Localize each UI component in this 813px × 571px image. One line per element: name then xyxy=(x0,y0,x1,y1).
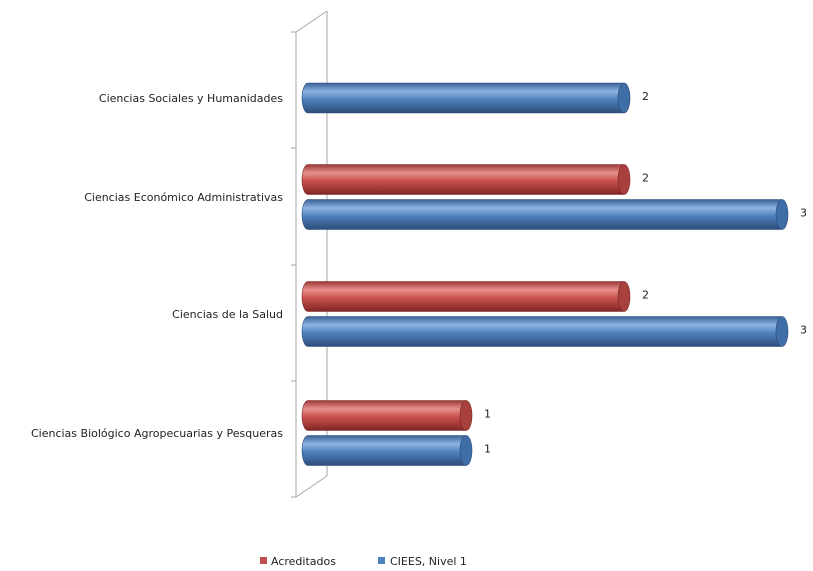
legend-swatch-acreditados xyxy=(260,557,267,564)
value-label-ciees-nivel-1-ciencias-biologico-agropecuarias-y-pesqueras: 1 xyxy=(484,443,491,456)
category-label-ciencias-economico-administrativas: Ciencias Económico Administrativas xyxy=(84,191,283,204)
value-label-acreditados-ciencias-biologico-agropecuarias-y-pesqueras: 1 xyxy=(484,408,491,421)
bar-body xyxy=(301,435,467,466)
bar-body xyxy=(301,281,625,312)
axis-ticks xyxy=(291,31,296,498)
bar-end-cap xyxy=(617,82,631,114)
bar-acreditados-ciencias-economico-administrativas xyxy=(301,164,631,195)
bar-body xyxy=(301,199,783,230)
value-label-ciees-nivel-1-ciencias-economico-administrativas: 3 xyxy=(800,207,807,220)
bar-acreditados-ciencias-de-la-salud xyxy=(301,281,631,312)
bar-body xyxy=(301,164,625,195)
bar-end-cap xyxy=(617,164,631,195)
bars xyxy=(301,82,789,466)
value-labels: 2 2 3 2 3 1 1 xyxy=(484,90,807,456)
bar-acreditados-ciencias-biologico-agropecuarias-y-pesqueras xyxy=(301,400,473,431)
category-label-ciencias-sociales-y-humanidades: Ciencias Sociales y Humanidades xyxy=(99,92,283,105)
bar-body xyxy=(301,82,625,114)
category-label-ciencias-de-la-salud: Ciencias de la Salud xyxy=(172,308,283,321)
value-label-ciees-nivel-1-ciencias-sociales-y-humanidades: 2 xyxy=(642,90,649,103)
bar-body xyxy=(301,400,467,431)
category-labels: Ciencias Sociales y Humanidades Ciencias … xyxy=(31,92,283,440)
bar-end-cap xyxy=(459,400,473,431)
bar-ciees-nivel-1-ciencias-economico-administrativas xyxy=(301,199,789,230)
bar-ciees-nivel-1-ciencias-sociales-y-humanidades xyxy=(301,82,631,114)
bar-ciees-nivel-1-ciencias-de-la-salud xyxy=(301,316,789,347)
bar-body xyxy=(301,316,783,347)
category-label-ciencias-biologico-agropecuarias-y-pesqueras: Ciencias Biológico Agropecuarias y Pesqu… xyxy=(31,427,283,440)
bar-ciees-nivel-1-ciencias-biologico-agropecuarias-y-pesqueras xyxy=(301,435,473,466)
value-label-acreditados-ciencias-economico-administrativas: 2 xyxy=(642,172,649,185)
legend-label-ciees-nivel-1: CIEES, Nivel 1 xyxy=(390,555,467,568)
legend: Acreditados CIEES, Nivel 1 xyxy=(260,555,467,568)
value-label-acreditados-ciencias-de-la-salud: 2 xyxy=(642,289,649,302)
value-label-ciees-nivel-1-ciencias-de-la-salud: 3 xyxy=(800,324,807,337)
axis-bottom-edge xyxy=(295,475,328,498)
bar-end-cap xyxy=(775,199,789,230)
legend-label-acreditados: Acreditados xyxy=(271,555,336,568)
axis-top-edge xyxy=(295,10,328,33)
bar-end-cap xyxy=(459,435,473,466)
bar-end-cap xyxy=(775,316,789,347)
bar-end-cap xyxy=(617,281,631,312)
legend-swatch-ciees-nivel-1 xyxy=(378,557,385,564)
